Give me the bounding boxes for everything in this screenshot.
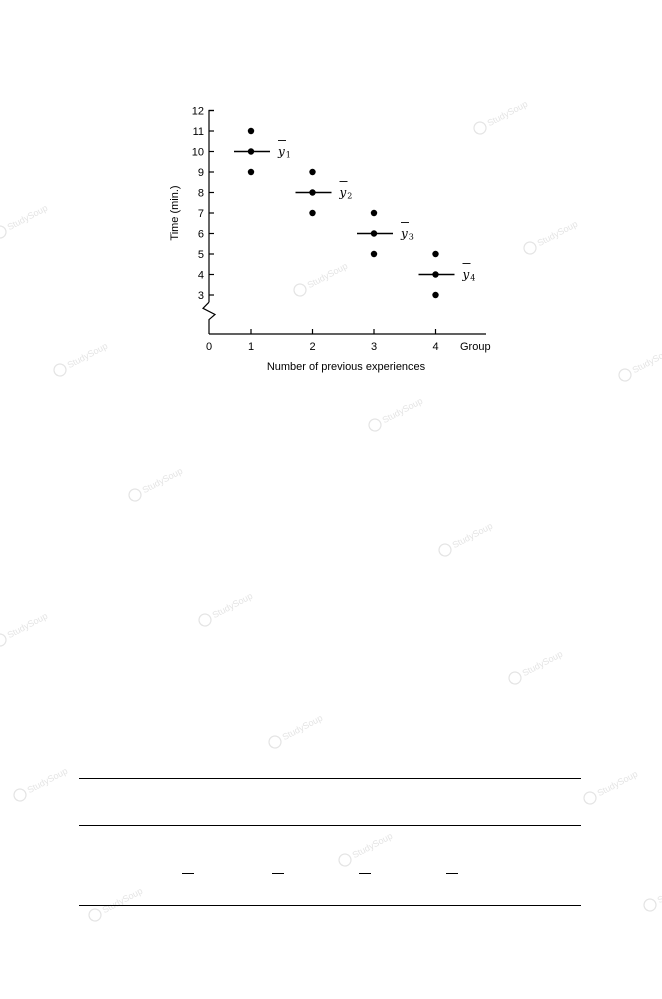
watermark-5: StudySoup	[53, 341, 110, 377]
y-tick-label-8: 8	[198, 188, 204, 200]
watermark-text: StudySoup	[521, 649, 565, 679]
y-axis-line	[208, 109, 214, 303]
data-point	[309, 168, 316, 176]
data-points	[247, 127, 439, 299]
watermark-15: StudySoup	[583, 769, 640, 805]
y-tick-label-12: 12	[192, 106, 204, 118]
watermark-12: StudySoup	[508, 649, 565, 685]
table-header-rule	[79, 825, 581, 826]
origin-label: 0	[206, 341, 212, 353]
group-means: y1 y2 y3 y4	[234, 140, 476, 283]
watermark-2: StudySoup	[0, 203, 50, 239]
watermark-10: StudySoup	[198, 591, 255, 627]
watermark-logo-icon	[368, 418, 382, 432]
watermark-logo-icon	[473, 121, 487, 135]
watermark-3: StudySoup	[523, 219, 580, 255]
watermark-text: StudySoup	[6, 203, 50, 233]
watermark-text: StudySoup	[381, 396, 425, 426]
watermark-logo-icon	[128, 488, 142, 502]
watermark-logo-icon	[88, 908, 102, 922]
y-tick-label-11: 11	[193, 126, 204, 138]
watermark-13: StudySoup	[268, 713, 325, 749]
watermark-text: StudySoup	[66, 341, 110, 371]
watermark-4: StudySoup	[293, 261, 350, 297]
mean-overbar-3	[359, 873, 371, 874]
mean-label-group-3: y3	[400, 227, 414, 242]
mean-label-group-1: y1	[277, 145, 291, 160]
y-tick-label-9: 9	[198, 167, 204, 179]
y-tick-label-7: 7	[198, 208, 204, 220]
watermark-text: StudySoup	[451, 521, 495, 551]
mean-overbar-2	[272, 873, 284, 874]
watermark-9: StudySoup	[438, 521, 495, 557]
y-tick-label-4: 4	[198, 270, 204, 282]
y-tick-label-10: 10	[192, 147, 204, 159]
x-tick-label-3: 3	[371, 341, 377, 353]
data-point	[247, 127, 255, 135]
y-tick-label-6: 6	[198, 229, 204, 241]
data-point	[370, 230, 378, 237]
data-point	[370, 209, 378, 217]
x-tick-label-4: 4	[432, 341, 438, 353]
watermark-18: StudySoup	[643, 876, 662, 912]
watermark-6: StudySoup	[618, 346, 662, 382]
watermark-7: StudySoup	[368, 396, 425, 432]
watermark-11: StudySoup	[0, 611, 50, 647]
mean-overbar-4	[446, 873, 458, 874]
watermark-logo-icon	[0, 633, 7, 647]
watermark-logo-icon	[508, 671, 522, 685]
data-point	[309, 189, 316, 196]
watermark-text: StudySoup	[141, 466, 185, 496]
y-tick-label-5: 5	[198, 249, 204, 261]
watermark-text: StudySoup	[281, 713, 325, 743]
watermark-logo-icon	[643, 898, 657, 912]
x-extra-label: Group	[460, 341, 491, 353]
data-point	[432, 271, 439, 278]
watermark-text: StudySoup	[631, 346, 662, 376]
table-top-rule	[79, 778, 581, 779]
y-tick-label-3: 3	[198, 290, 204, 302]
table-bottom-rule	[79, 905, 581, 906]
x-tick-label-1: 1	[248, 341, 254, 353]
watermark-text: StudySoup	[6, 611, 50, 641]
table-skeleton	[79, 778, 581, 906]
watermark-logo-icon	[293, 283, 307, 297]
data-point	[432, 250, 439, 258]
mean-overbar-1	[182, 873, 194, 874]
watermark-logo-icon	[0, 225, 7, 239]
watermark-text: StudySoup	[211, 591, 255, 621]
data-point	[370, 250, 378, 258]
x-tick-label-2: 2	[309, 341, 315, 353]
mean-label-group-4: y4	[462, 268, 476, 283]
x-axis-title: Number of previous experiences	[267, 361, 426, 373]
watermark-text: StudySoup	[656, 876, 662, 906]
y-axis-title: Time (min.)	[169, 185, 181, 240]
watermark-text: StudySoup	[486, 99, 530, 129]
watermark-text: StudySoup	[536, 219, 580, 249]
axis-labels: 0 Group Number of previous experiences T…	[169, 185, 491, 373]
watermark-logo-icon	[338, 853, 352, 867]
watermark-text: StudySoup	[596, 769, 640, 799]
watermark-logo-icon	[268, 735, 282, 749]
watermark-logo-icon	[13, 788, 27, 802]
watermark-text: StudySoup	[26, 766, 70, 796]
watermark-logo-icon	[618, 368, 632, 382]
data-point	[432, 291, 439, 299]
watermark-8: StudySoup	[128, 466, 185, 502]
watermark-14: StudySoup	[13, 766, 70, 802]
watermark-logo-icon	[583, 791, 597, 805]
watermark-1: StudySoup	[473, 99, 530, 135]
watermark-logo-icon	[198, 613, 212, 627]
data-point	[247, 148, 255, 155]
y-axis-break	[202, 301, 217, 334]
data-point	[247, 168, 255, 176]
watermark-logo-icon	[53, 363, 67, 377]
watermark-logo-icon	[523, 241, 537, 255]
data-point	[309, 209, 316, 217]
watermark-logo-icon	[438, 543, 452, 557]
watermark-text: StudySoup	[306, 261, 350, 291]
mean-label-group-2: y2	[339, 186, 353, 201]
